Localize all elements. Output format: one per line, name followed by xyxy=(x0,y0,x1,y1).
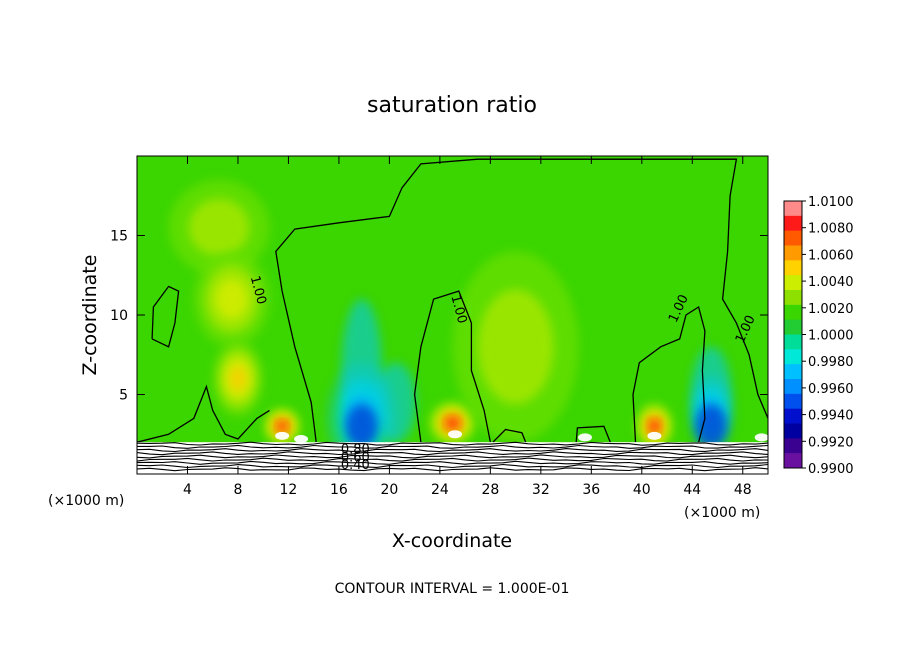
colorbar-tick-label-5: 1.0000 xyxy=(808,329,854,344)
colorbar-swatch-9 xyxy=(784,334,802,350)
x-tick-label-24: 24 xyxy=(431,482,449,498)
colorbar-swatch-10 xyxy=(784,349,802,365)
chart-title: saturation ratio xyxy=(367,93,537,118)
colorbar-swatch-5 xyxy=(784,275,802,291)
colorbar-swatch-12 xyxy=(784,379,802,395)
field-feature-1-ring-2 xyxy=(215,278,248,320)
colorbar-swatch-16 xyxy=(784,438,802,454)
field-feature-4-ring-5 xyxy=(446,417,459,429)
contour-1-00-6 xyxy=(632,305,706,443)
x-axis-label: X-coordinate xyxy=(392,530,512,552)
surface-contour-3 xyxy=(137,451,768,456)
colorbar-swatch-14 xyxy=(784,408,802,424)
colorbar: 1.0100 1.0080 1.0060 1.0040 1.0020 1.0000 0.99… xyxy=(783,195,854,477)
contour-1-00-0 xyxy=(275,158,768,443)
x-tick-label-12: 12 xyxy=(280,482,298,498)
contour-label-5: 0.60 xyxy=(341,450,370,465)
field-feature-2-ring-3 xyxy=(229,365,247,392)
surface-contour-1 xyxy=(137,444,768,449)
field-feature-0-ring-1 xyxy=(188,198,250,257)
y-axis-label: Z-coordinate xyxy=(79,255,101,376)
colorbar-tick-label-0: 1.0100 xyxy=(808,195,854,210)
contour-label-6: 0.40 xyxy=(341,458,370,473)
surface-contour-6 xyxy=(137,460,768,465)
x-tick-label-44: 44 xyxy=(683,482,701,498)
colorbar-tick-label-2: 1.0060 xyxy=(808,248,854,263)
contour-1-00-1 xyxy=(151,285,180,348)
field-feature-5-ring-5 xyxy=(650,420,659,432)
plot-area xyxy=(137,156,768,474)
x-tick-label-4: 4 xyxy=(183,482,192,498)
x-tick-label-36: 36 xyxy=(582,482,600,498)
colorbar-swatch-11 xyxy=(784,364,802,380)
contour-label-1: 1.00 xyxy=(447,293,469,325)
colorbar-tick-label-10: 0.9900 xyxy=(808,462,854,477)
field-extrema xyxy=(275,430,768,444)
peak-3 xyxy=(294,435,309,444)
colorbar-swatch-17 xyxy=(784,453,802,469)
x-tick-label-20: 20 xyxy=(380,482,398,498)
contour-lines xyxy=(137,158,768,443)
x-tick-label-48: 48 xyxy=(734,482,752,498)
contour-1-00-5 xyxy=(575,425,611,443)
x-tick-label-28: 28 xyxy=(481,482,499,498)
colorbar-swatch-0 xyxy=(784,201,802,217)
colorbar-swatch-6 xyxy=(784,290,802,306)
plume-0 xyxy=(341,299,382,443)
x-tick-label-32: 32 xyxy=(532,482,550,498)
y-axis-ticks: 5 10 15 xyxy=(110,229,768,404)
x-tick-label-40: 40 xyxy=(633,482,651,498)
surface-contour-5 xyxy=(137,457,768,462)
colorbar-tick-label-3: 1.0040 xyxy=(808,275,854,290)
colorbar-tick-label-6: 0.9980 xyxy=(808,355,854,370)
x-tick-label-8: 8 xyxy=(233,482,242,498)
contour-label-4: 0.80 xyxy=(341,442,370,457)
surface-layer xyxy=(137,441,768,474)
peak-4 xyxy=(754,433,768,442)
contour-1-00-4 xyxy=(492,428,527,443)
x-tick-label-16: 16 xyxy=(330,482,348,498)
surface-contour-2 xyxy=(137,448,768,453)
peak-1 xyxy=(448,430,463,439)
x-units-right: (×1000 m) xyxy=(684,505,760,521)
colorbar-swatch-4 xyxy=(784,260,802,276)
colorbar-tick-label-7: 0.9960 xyxy=(808,382,854,397)
peak-0 xyxy=(275,431,290,440)
y-tick-label-5: 5 xyxy=(119,388,128,404)
plume-2 xyxy=(375,362,416,443)
colorbar-swatch-7 xyxy=(784,304,802,321)
surface-contour-4 xyxy=(137,454,768,459)
contour-1-00-3 xyxy=(413,290,492,443)
colorbar-swatch-8 xyxy=(784,319,802,335)
colorbar-swatch-1 xyxy=(784,215,802,232)
colorbar-swatch-2 xyxy=(784,230,802,246)
colorbar-tick-label-8: 0.9940 xyxy=(808,409,854,424)
field-features xyxy=(168,179,734,474)
colorbar-swatch-15 xyxy=(784,423,802,439)
field-feature-7-ring-1 xyxy=(477,289,554,405)
contour-interval-note: CONTOUR INTERVAL = 1.000E-01 xyxy=(335,581,570,597)
colorbar-tick-label-1: 1.0080 xyxy=(808,222,854,237)
peak-2 xyxy=(647,431,662,440)
surface-contour-7 xyxy=(137,463,768,469)
surface-contour-8 xyxy=(137,467,768,472)
surface-contour-0 xyxy=(137,441,768,446)
colorbar-tick-label-4: 1.0020 xyxy=(808,302,854,317)
y-tick-label-15: 15 xyxy=(110,229,128,245)
peak-5 xyxy=(578,433,593,442)
colorbar-swatch-3 xyxy=(784,245,802,261)
contour-1-00-2 xyxy=(137,384,270,443)
plume-core-1 xyxy=(695,404,728,449)
colorbar-swatch-13 xyxy=(784,393,802,410)
x-units-left: (×1000 m) xyxy=(48,493,124,509)
colorbar-tick-label-9: 0.9920 xyxy=(808,435,854,450)
field-feature-3-ring-5 xyxy=(277,421,287,431)
x-axis-ticks: 4 8 12 16 20 24 28 32 36 40 44 48 xyxy=(183,156,752,498)
plume-core-0 xyxy=(345,404,378,449)
contour-label-0: 1.00 xyxy=(247,274,269,306)
y-tick-label-10: 10 xyxy=(110,308,128,324)
